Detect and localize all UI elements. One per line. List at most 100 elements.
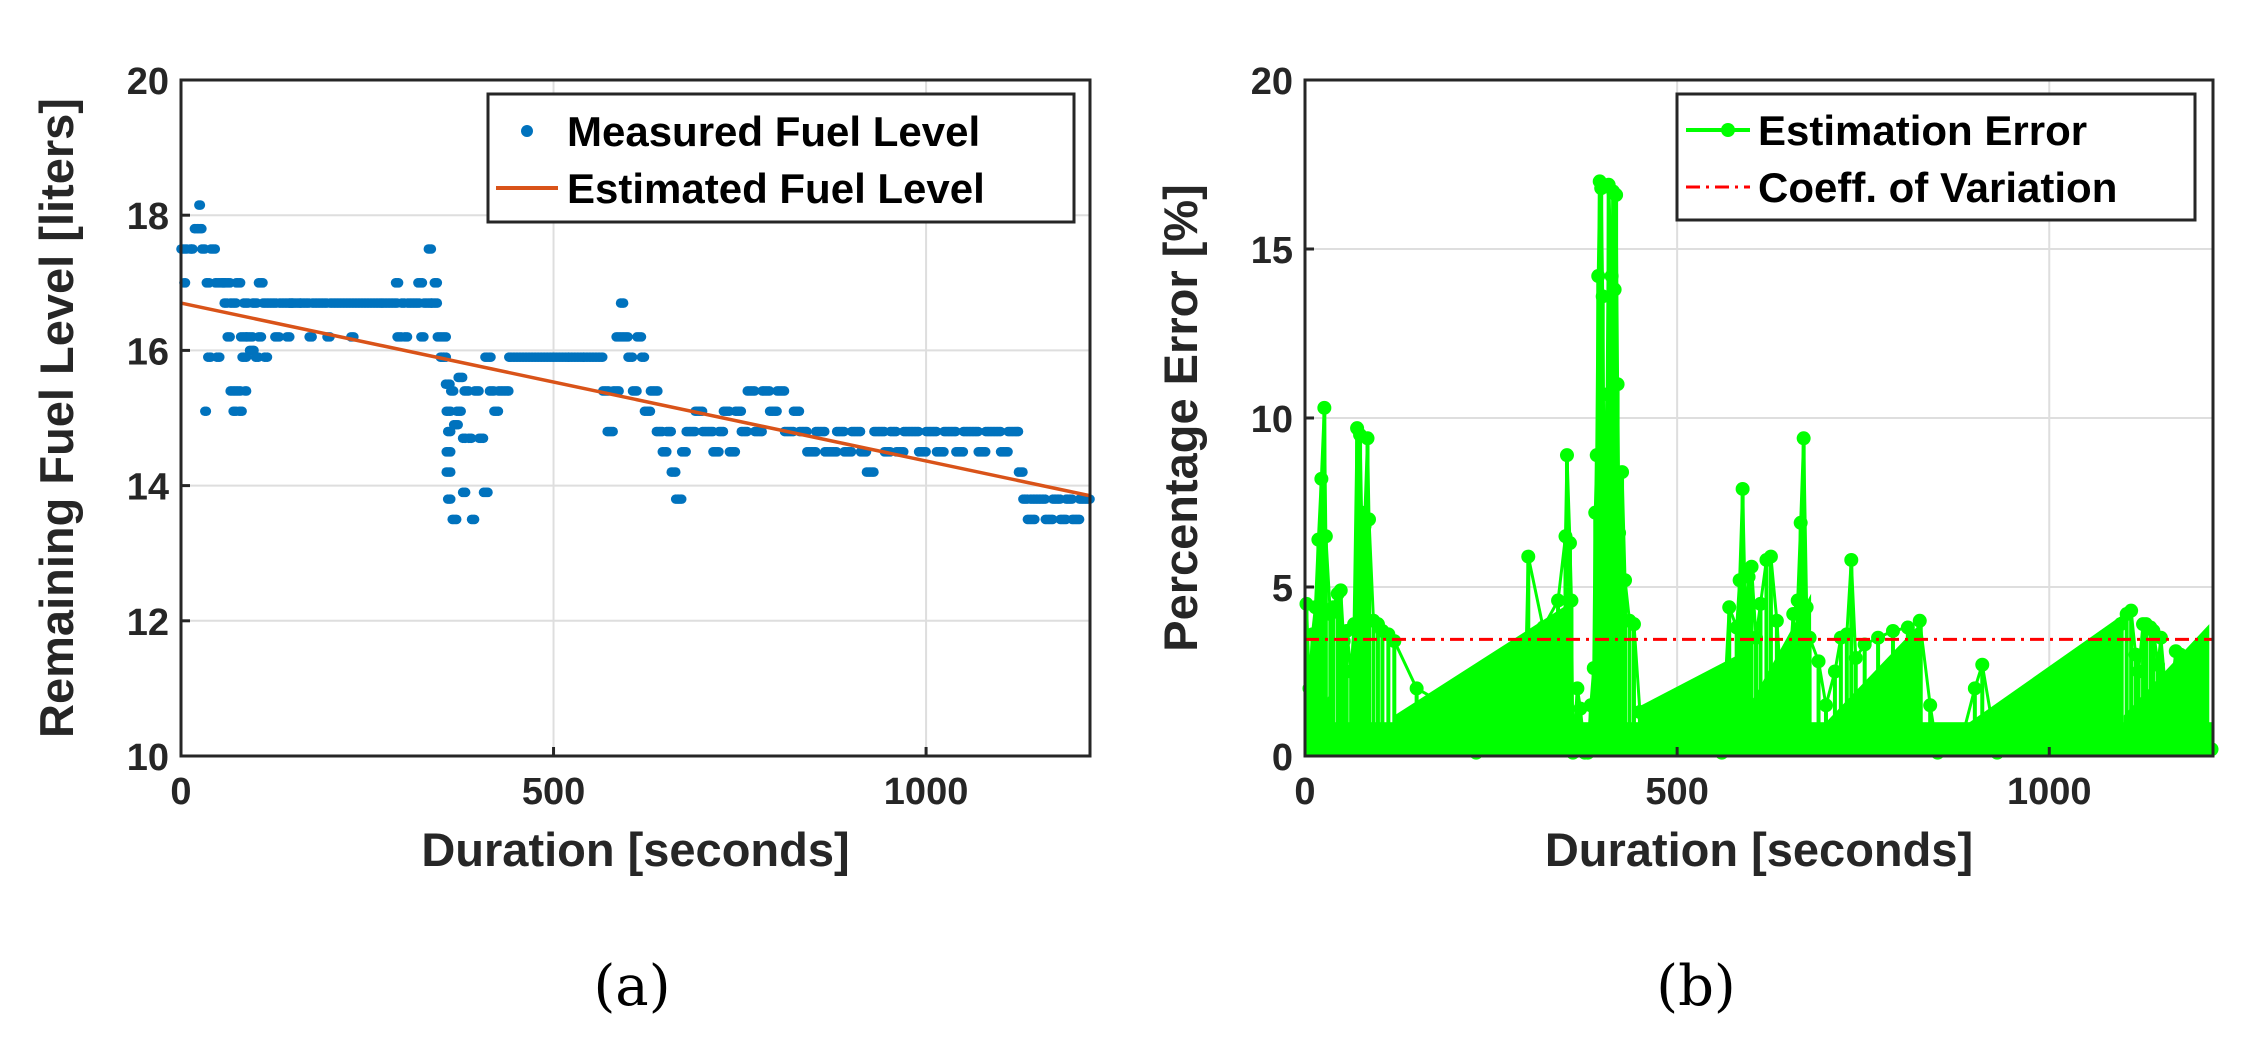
measured-point-728 bbox=[939, 447, 949, 457]
error-point-6 bbox=[1317, 400, 1332, 415]
panelb-ytick-label-2: 10 bbox=[1251, 399, 1293, 441]
panel-b-error-spikes bbox=[1299, 174, 2219, 760]
measured-point-133 bbox=[274, 332, 285, 342]
measured-point-485 bbox=[639, 352, 650, 362]
measured-point-771 bbox=[995, 426, 1006, 437]
error-point-102 bbox=[1938, 732, 1953, 747]
error-point-106 bbox=[1990, 745, 2005, 760]
error-point-79 bbox=[1769, 613, 1784, 628]
error-point-111 bbox=[2086, 640, 2101, 655]
measured-point-482 bbox=[636, 332, 647, 342]
measured-point-55 bbox=[225, 332, 235, 342]
error-point-68 bbox=[1722, 600, 1737, 615]
caption-a: (a) bbox=[593, 954, 670, 1019]
error-point-88 bbox=[1811, 654, 1826, 669]
measured-point-708 bbox=[913, 426, 924, 437]
measured-point-691 bbox=[891, 426, 902, 437]
measured-point-522 bbox=[681, 447, 691, 457]
measured-point-33 bbox=[210, 244, 221, 254]
measured-point-316 bbox=[451, 514, 462, 525]
measured-point-309 bbox=[448, 386, 459, 396]
measured-point-785 bbox=[1013, 426, 1024, 437]
error-point-110 bbox=[2072, 654, 2087, 669]
measured-point-478 bbox=[632, 386, 642, 396]
measured-point-596 bbox=[772, 406, 782, 417]
panela-xtick-label-2: 1000 bbox=[884, 771, 969, 813]
panel-b-legend-cv-label: Coeff. of Variation bbox=[1758, 164, 2117, 211]
panel-a-legend-marker-measured bbox=[521, 125, 533, 137]
panel-b-legend-box bbox=[1675, 92, 2197, 222]
error-point-112 bbox=[2101, 627, 2116, 642]
panelb-xtick-label-0: 0 bbox=[1294, 771, 1315, 813]
measured-point-470 bbox=[623, 332, 633, 342]
error-point-26 bbox=[1387, 634, 1402, 649]
measured-point-377 bbox=[504, 386, 514, 396]
measured-point-71 bbox=[235, 278, 246, 288]
measured-point-453 bbox=[608, 426, 618, 437]
panelb-ytick-label-4: 20 bbox=[1251, 61, 1293, 103]
error-point-76 bbox=[1753, 596, 1768, 611]
panelb-ytick-label-1: 5 bbox=[1272, 568, 1293, 610]
error-point-107 bbox=[2012, 715, 2027, 730]
measured-point-458 bbox=[614, 386, 624, 396]
error-point-113 bbox=[2113, 617, 2128, 632]
error-point-36 bbox=[1562, 536, 1577, 551]
measured-point-16 bbox=[195, 200, 206, 210]
error-point-108 bbox=[2042, 681, 2057, 696]
measured-point-270 bbox=[432, 298, 443, 308]
measured-point-509 bbox=[666, 426, 677, 437]
panel-a-legend-estimated-label: Estimated Fuel Level bbox=[567, 165, 985, 212]
error-point-50 bbox=[1595, 289, 1610, 304]
error-point-85 bbox=[1796, 431, 1811, 446]
panel-b-legend-marker-error-dot bbox=[1721, 123, 1735, 137]
error-point-39 bbox=[1570, 681, 1585, 696]
measured-point-369 bbox=[493, 406, 504, 417]
error-point-58 bbox=[1609, 187, 1624, 202]
measured-point-548 bbox=[714, 447, 724, 457]
measured-point-43 bbox=[214, 352, 225, 362]
error-point-93 bbox=[1844, 552, 1859, 567]
error-point-32 bbox=[1536, 620, 1551, 635]
panel-b-x-axis-label: Duration [seconds] bbox=[1545, 823, 1973, 876]
measured-point-122 bbox=[262, 352, 273, 362]
error-point-29 bbox=[1469, 745, 1484, 760]
error-point-59 bbox=[1610, 377, 1625, 392]
measured-point-552 bbox=[718, 426, 729, 437]
measured-point-356 bbox=[483, 487, 493, 498]
error-point-78 bbox=[1763, 549, 1778, 564]
panel-a-measured-points bbox=[176, 200, 1095, 525]
panela-ytick-label-4: 18 bbox=[127, 196, 169, 238]
measured-point-799 bbox=[1030, 514, 1040, 525]
error-point-96 bbox=[1871, 630, 1886, 645]
measured-point-93 bbox=[241, 386, 252, 396]
measured-point-466 bbox=[618, 298, 629, 308]
panel-a-legend-measured-label: Measured Fuel Level bbox=[567, 108, 980, 155]
measured-point-312 bbox=[445, 494, 456, 504]
panela-ytick-label-3: 16 bbox=[127, 331, 169, 373]
measured-point-754 bbox=[973, 426, 984, 437]
error-point-67 bbox=[1714, 745, 1729, 760]
measured-point-6 bbox=[180, 278, 191, 288]
error-point-127 bbox=[2177, 650, 2192, 665]
measured-point-112 bbox=[256, 332, 267, 342]
measured-point-490 bbox=[645, 406, 656, 417]
error-point-98 bbox=[1900, 620, 1915, 635]
error-point-99 bbox=[1912, 613, 1927, 628]
measured-point-361 bbox=[486, 352, 496, 362]
measured-point-643 bbox=[831, 447, 842, 457]
error-point-124 bbox=[2161, 715, 2176, 730]
panel-a-axes-box bbox=[179, 78, 1092, 758]
measured-point-230 bbox=[393, 278, 404, 288]
measured-point-496 bbox=[653, 386, 663, 396]
measured-point-513 bbox=[670, 467, 681, 477]
error-point-123 bbox=[2153, 630, 2168, 645]
measured-point-518 bbox=[676, 494, 687, 504]
panela-xtick-label-1: 500 bbox=[522, 771, 585, 813]
measured-point-474 bbox=[627, 352, 638, 362]
measured-point-743 bbox=[958, 447, 969, 457]
error-point-31 bbox=[1521, 549, 1536, 564]
error-point-116 bbox=[2128, 647, 2143, 662]
measured-point-777 bbox=[1003, 447, 1013, 457]
